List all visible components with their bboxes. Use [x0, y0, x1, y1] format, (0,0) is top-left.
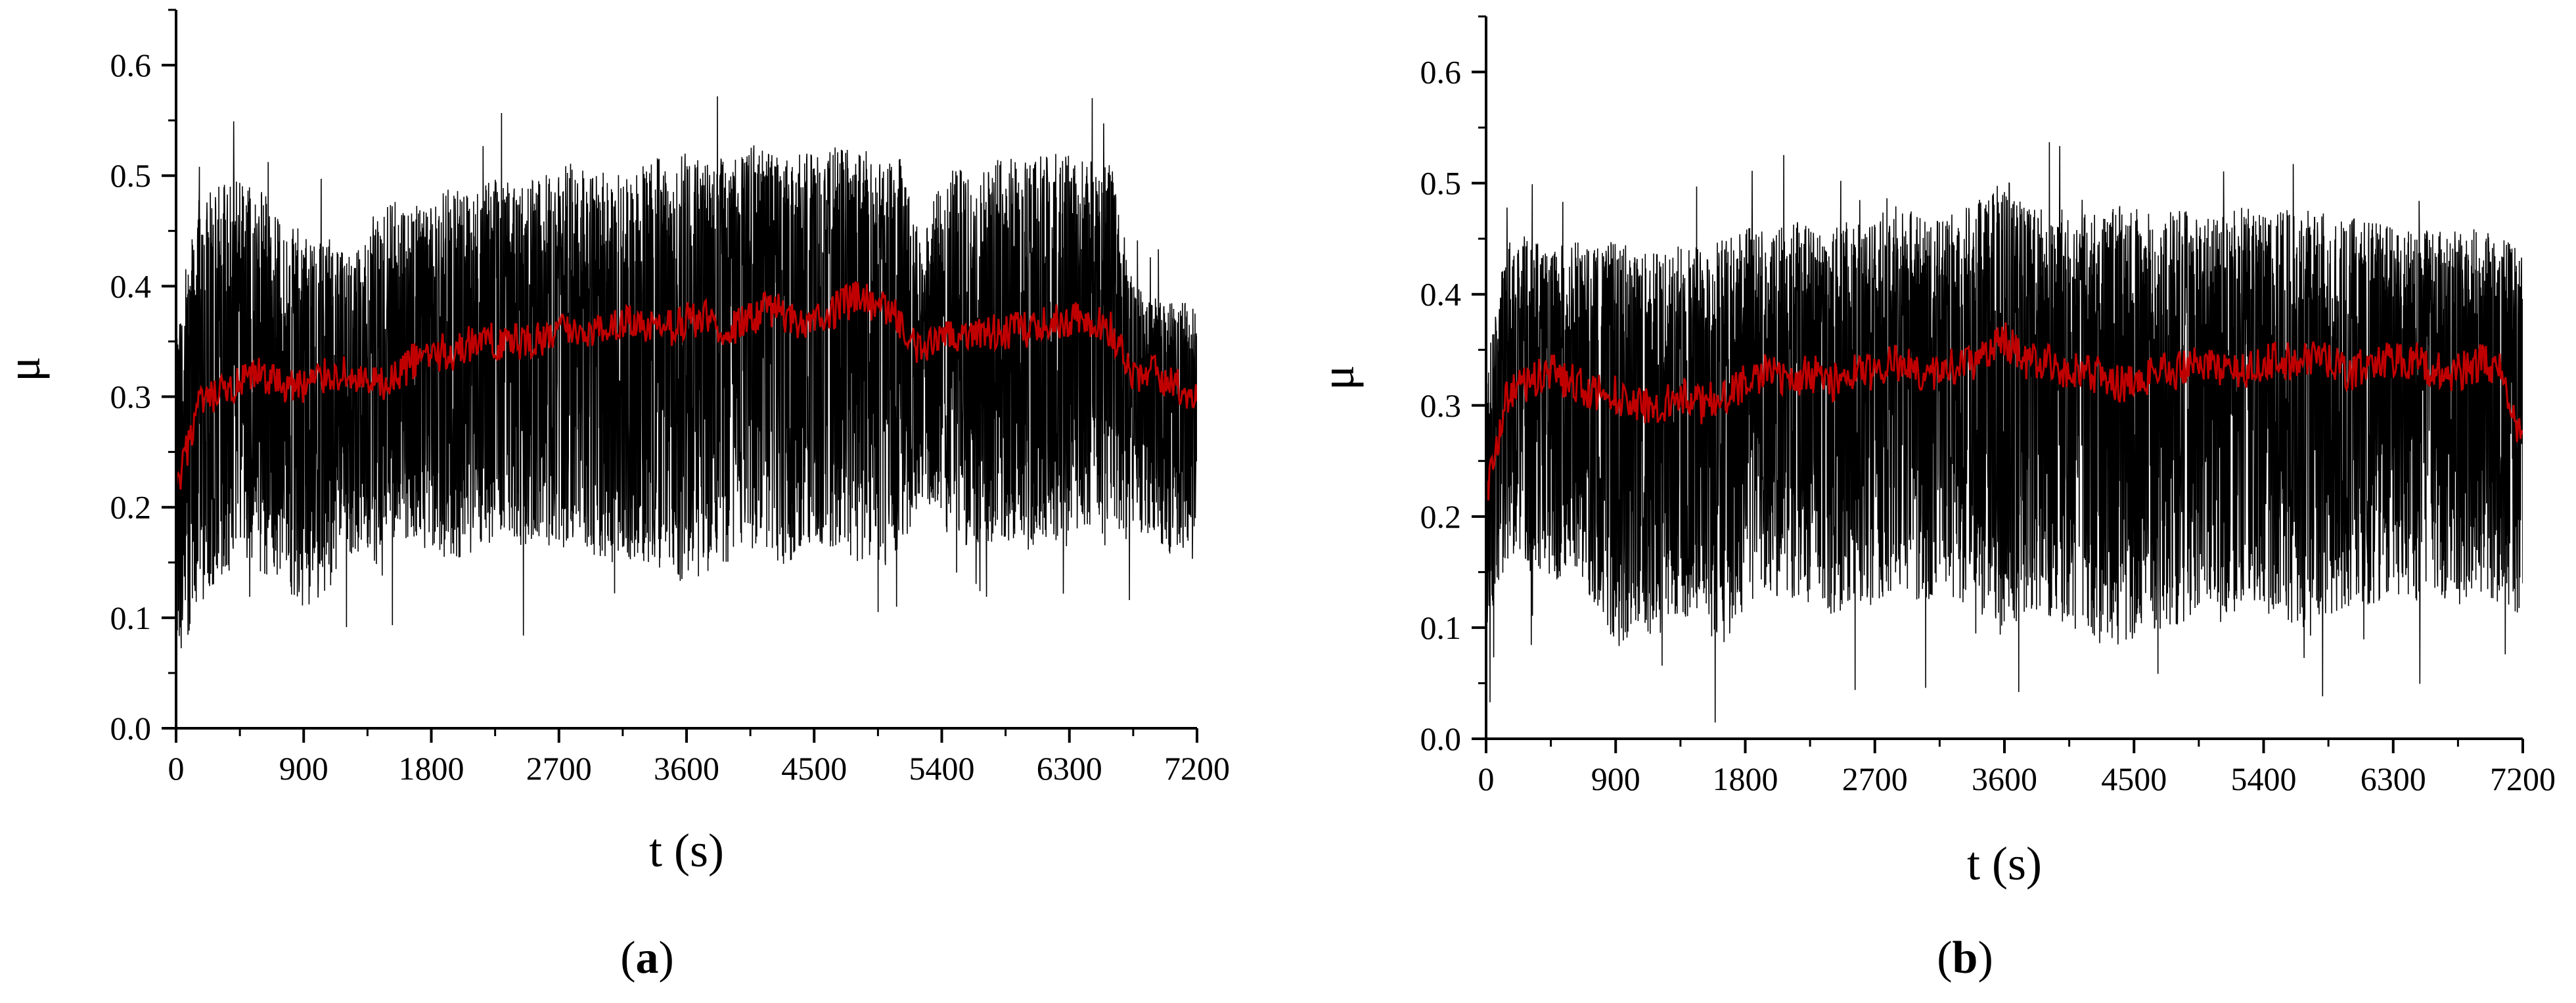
x-tick-label-a: 1800	[399, 750, 464, 787]
y-tick-label-a: 0.1	[110, 599, 152, 636]
y-axis-title-a: μ	[0, 356, 50, 382]
x-tick-label-a: 2700	[526, 750, 592, 787]
x-tick-label-a: 4500	[781, 750, 847, 787]
y-tick-label-b: 0.5	[1420, 165, 1462, 202]
y-tick-label-b: 0.1	[1420, 609, 1462, 646]
y-tick-label-a: 0.4	[110, 268, 152, 304]
y-tick-label-b: 0.2	[1420, 498, 1462, 535]
y-tick-label-a: 0.0	[110, 710, 152, 747]
raw-friction-series-b	[1486, 142, 2523, 723]
average-friction-series-a	[176, 281, 1197, 492]
panel-label-a: (a)	[620, 933, 674, 983]
chart-panel-b: 0 900 1800 2700 3600 4500 5400 6300 7200 0.0 0.1 0.…	[1311, 15, 2556, 983]
x-tick-label-b: 6300	[2361, 760, 2426, 797]
x-tick-label-b: 900	[1591, 760, 1640, 797]
y-tick-label-a: 0.3	[110, 379, 152, 415]
x-tick-label-a: 6300	[1037, 750, 1102, 787]
x-tick-label-b: 5400	[2231, 760, 2297, 797]
chart-panel-a: 0 900 1800 2700 3600 4500 5400 6300 7200 0.0 0.1 0.…	[0, 9, 1230, 983]
y-tick-label-b: 0.3	[1420, 387, 1462, 424]
y-tick-label-a: 0.2	[110, 489, 152, 526]
x-tick-label-b: 0	[1478, 760, 1495, 797]
x-tick-label-a: 0	[168, 750, 185, 787]
x-tick-label-b: 2700	[1842, 760, 1908, 797]
panel-label-b: (b)	[1937, 933, 1993, 983]
y-tick-label-a: 0.5	[110, 157, 152, 194]
y-tick-label-b: 0.0	[1420, 720, 1462, 757]
x-tick-label-a: 7200	[1164, 750, 1230, 787]
raw-friction-series-a	[176, 96, 1197, 649]
x-tick-label-b: 7200	[2490, 760, 2556, 797]
x-tick-label-a: 3600	[654, 750, 719, 787]
x-axis-title-b: t (s)	[1967, 837, 2042, 890]
x-tick-label-a: 5400	[909, 750, 975, 787]
x-tick-label-a: 900	[279, 750, 328, 787]
average-friction-series-b	[1486, 322, 2523, 501]
x-tick-label-b: 1800	[1713, 760, 1778, 797]
x-tick-label-b: 3600	[1972, 760, 2037, 797]
y-tick-label-a: 0.6	[110, 47, 152, 83]
y-tick-label-b: 0.4	[1420, 276, 1462, 313]
y-tick-label-b: 0.6	[1420, 54, 1462, 91]
x-axis-title-a: t (s)	[649, 824, 724, 877]
x-tick-label-b: 4500	[2101, 760, 2167, 797]
y-axis-title-b: μ	[1311, 365, 1364, 390]
